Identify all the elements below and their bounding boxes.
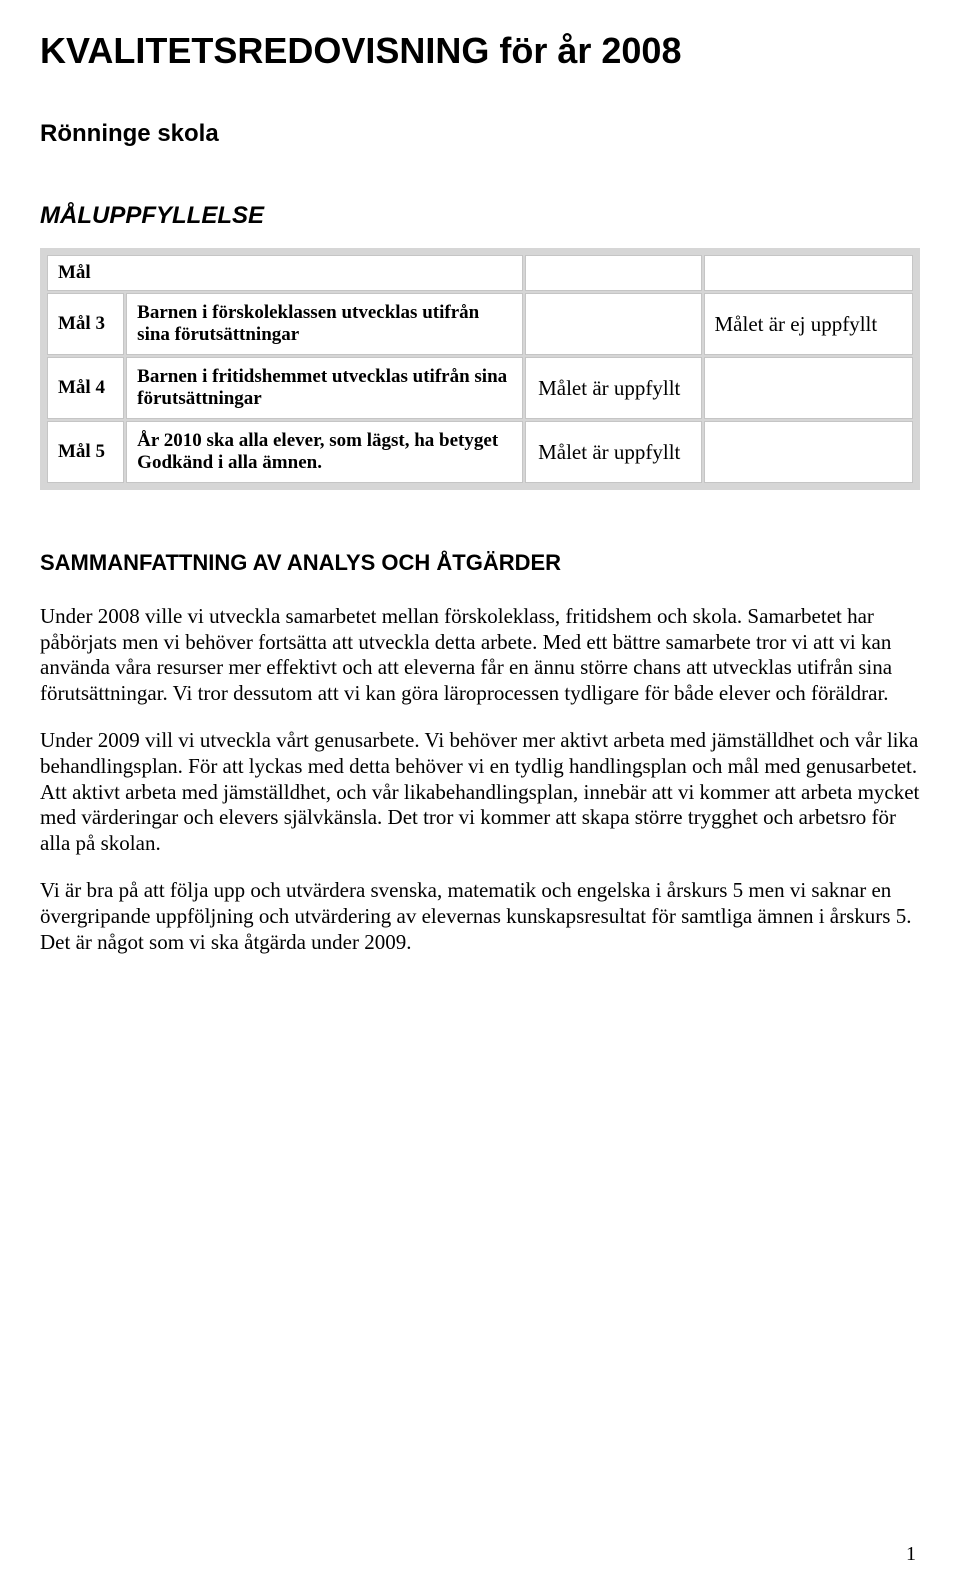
goal-status-mid: Målet är uppfyllt xyxy=(525,421,701,483)
goals-header-label: Mål xyxy=(47,255,523,291)
page-number: 1 xyxy=(906,1543,916,1566)
goal-status-mid: Målet är uppfyllt xyxy=(525,357,701,419)
school-name: Rönninge skola xyxy=(40,120,920,148)
goal-label: Mål 5 xyxy=(47,421,124,483)
page-title: KVALITETSREDOVISNING för år 2008 xyxy=(40,30,920,72)
goal-desc: År 2010 ska alla elever, som lägst, ha b… xyxy=(126,421,523,483)
goal-desc: Barnen i förskoleklassen utvecklas utifr… xyxy=(126,293,523,355)
goals-header-right xyxy=(704,255,914,291)
body-paragraph: Under 2009 vill vi utveckla vårt genusar… xyxy=(40,728,920,856)
table-row: Mål 3 Barnen i förskoleklassen utvecklas… xyxy=(47,293,913,355)
body-paragraph: Under 2008 ville vi utveckla samarbetet … xyxy=(40,604,920,706)
table-row: Mål 5 År 2010 ska alla elever, som lägst… xyxy=(47,421,913,483)
goal-status-right xyxy=(704,357,914,419)
summary-heading: SAMMANFATTNING AV ANALYS OCH ÅTGÄRDER xyxy=(40,550,920,576)
goal-status-right: Målet är ej uppfyllt xyxy=(704,293,914,355)
maluppfyllelse-heading: MÅLUPPFYLLELSE xyxy=(40,202,920,230)
goal-label: Mål 3 xyxy=(47,293,124,355)
goals-header-mid xyxy=(525,255,701,291)
goal-status-right xyxy=(704,421,914,483)
goals-table: Mål Mål 3 Barnen i förskoleklassen utvec… xyxy=(40,248,920,490)
body-paragraph: Vi är bra på att följa upp och utvärdera… xyxy=(40,878,920,955)
goal-status-mid xyxy=(525,293,701,355)
table-row: Mål 4 Barnen i fritidshemmet utvecklas u… xyxy=(47,357,913,419)
goal-label: Mål 4 xyxy=(47,357,124,419)
goals-header-row: Mål xyxy=(47,255,913,291)
goal-desc: Barnen i fritidshemmet utvecklas utifrån… xyxy=(126,357,523,419)
